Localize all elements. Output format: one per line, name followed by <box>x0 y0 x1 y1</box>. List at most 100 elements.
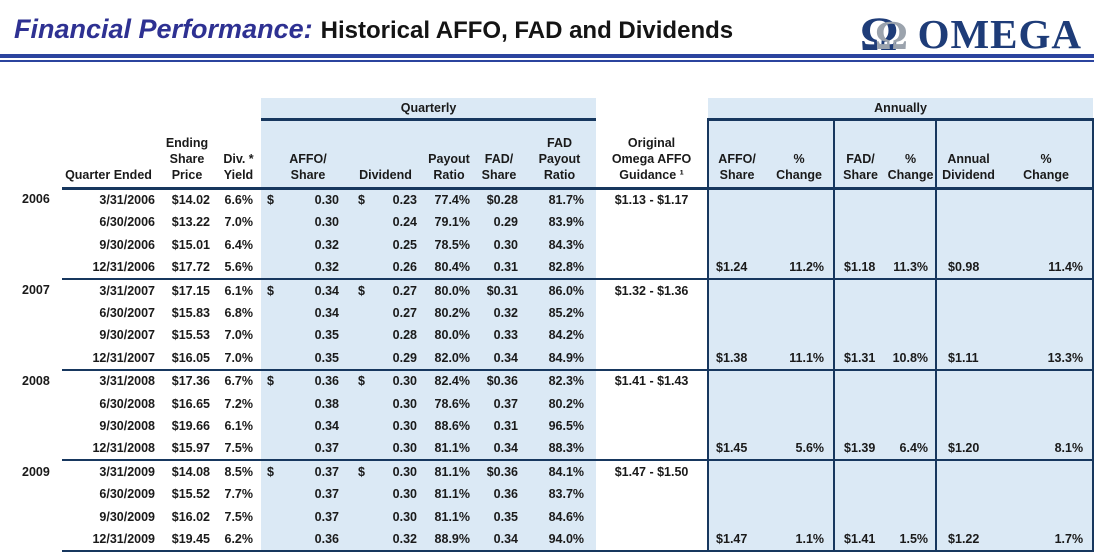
cell-payout-ratio: 80.0% <box>423 278 475 302</box>
cell-affo-share: 0.30 <box>261 210 348 234</box>
col-header-annual-affo-change: % Change <box>765 119 835 190</box>
cell-annual-div-change: 1.7% <box>1000 528 1094 552</box>
group-header-row: Quarterly Annually <box>2 98 1094 121</box>
cell-fad-share: 0.31 <box>475 256 523 280</box>
cell-dividend: 0.29 <box>348 346 423 371</box>
cell-affo-guidance <box>596 301 708 324</box>
cell-annual-dividend <box>935 482 1001 506</box>
col-header-dividend: Dividend <box>348 119 423 190</box>
cell-ending-share-price: $17.15 <box>171 283 210 298</box>
cell-annual-affo-share <box>707 324 766 347</box>
cell-fad-payout-ratio: 86.0% <box>523 278 597 302</box>
cell-div-yield: 6.8% <box>224 305 254 320</box>
cell-affo-guidance <box>596 324 708 347</box>
cell-quarter-ended: 3/31/2006 <box>99 193 155 208</box>
cell-ending-share-price: $17.72 <box>158 256 216 280</box>
cell-annual-dividend <box>935 460 1001 483</box>
cell-annual-fad-change <box>886 278 937 302</box>
cell-annual-div-change <box>1000 233 1094 257</box>
cell-year: 2009 <box>22 464 50 479</box>
cell-annual-div-change: 13.3% <box>1000 346 1094 371</box>
cell-fad-share: 0.37 <box>475 392 523 415</box>
cell-affo-guidance: $1.32 - $1.36 <box>614 283 689 298</box>
col-header-annual-div-change: % Change <box>1000 119 1094 190</box>
cell-year <box>2 415 62 438</box>
cell-year <box>2 506 62 529</box>
cell-payout-ratio: 79.1% <box>423 210 475 234</box>
cell-fad-share: 0.33 <box>475 324 523 347</box>
svg-text:Ω: Ω <box>860 8 898 56</box>
cell-annual-div-change <box>1000 482 1094 506</box>
cell-affo-guidance <box>596 211 708 234</box>
cell-dividend: 0.30 <box>348 437 423 462</box>
table-row: 9/30/2009 $16.02 7.5% 0.37 0.30 81.1% 0.35 84.6… <box>2 505 1094 529</box>
page-title: Financial Performance: Historical AFFO, F… <box>14 8 733 45</box>
cell-fad-payout-ratio: 84.9% <box>523 346 597 371</box>
dollar-sign: $ <box>358 283 365 298</box>
cell-year: 2007 <box>22 283 50 298</box>
table-row: 6/30/2009 $15.52 7.7% 0.37 0.30 81.1% 0.36 83.7… <box>2 482 1094 506</box>
cell-annual-fad-change <box>886 392 937 415</box>
cell-fad-payout-ratio: 84.1% <box>523 460 597 483</box>
cell-div-yield: 7.5% <box>216 437 261 462</box>
cell-dividend: 0.26 <box>348 256 423 280</box>
dollar-sign: $ <box>358 374 365 389</box>
cell-annual-affo-change: 11.2% <box>765 256 835 280</box>
table-row: 12/31/2007 $16.05 7.0% 0.35 0.29 82.0% 0.34 84.… <box>2 346 1094 371</box>
cell-ending-share-price: $16.02 <box>171 509 210 524</box>
cell-fad-share: 0.32 <box>475 301 523 325</box>
cell-annual-affo-change <box>765 369 835 393</box>
cell-ending-share-price: $15.97 <box>158 437 216 462</box>
cell-payout-ratio: 80.2% <box>423 301 475 325</box>
cell-annual-dividend: $1.22 <box>935 528 1001 552</box>
cell-year: 2006 <box>22 192 50 207</box>
table-row: 9/30/2006 $15.01 6.4% 0.32 0.25 78.5% 0.30 84.3… <box>2 233 1094 257</box>
cell-annual-fad-share <box>833 460 887 483</box>
cell-annual-div-change <box>1000 460 1094 483</box>
cell-div-yield: 7.0% <box>224 215 254 230</box>
cell-annual-fad-change <box>886 324 937 347</box>
cell-fad-payout-ratio: 82.3% <box>523 369 597 393</box>
cell-affo-guidance <box>596 392 708 415</box>
cell-annual-dividend <box>935 301 1001 325</box>
cell-div-yield: 7.7% <box>224 487 254 502</box>
cell-year <box>2 324 62 347</box>
cell-dividend: 0.27 <box>348 301 423 325</box>
cell-annual-affo-change <box>765 324 835 347</box>
quarterly-group-header: Quarterly <box>261 98 597 121</box>
cell-affo-share: 0.32 <box>261 233 348 257</box>
cell-annual-fad-share <box>833 414 887 438</box>
col-header-quarter-ended: Quarter Ended <box>62 119 158 190</box>
cell-annual-fad-change <box>886 233 937 257</box>
cell-fad-payout-ratio: 83.9% <box>523 210 597 234</box>
cell-affo-share: $0.36 <box>261 369 348 393</box>
cell-dividend: 0.30 <box>348 392 423 415</box>
cell-annual-affo-change: 11.1% <box>765 346 835 371</box>
cell-annual-fad-change <box>886 210 937 234</box>
table-row: 12/31/2009 $19.45 6.2% 0.36 0.32 88.9% 0.34 94.… <box>2 528 1094 552</box>
cell-fad-payout-ratio: 83.7% <box>523 482 597 506</box>
cell-annual-affo-change: 5.6% <box>765 437 835 462</box>
table-body: 2006 3/31/2006 $14.02 6.6% $0.30 $0.23 77.4% $0… <box>2 188 1094 552</box>
cell-annual-fad-change: 1.5% <box>886 528 937 552</box>
cell-annual-affo-change <box>765 460 835 483</box>
cell-annual-affo-share <box>707 278 766 302</box>
cell-quarter-ended: 3/31/2008 <box>99 374 155 389</box>
cell-annual-div-change <box>1000 505 1094 529</box>
omega-symbol-icon: Ω Ω <box>860 8 914 61</box>
cell-fad-share: 0.36 <box>475 482 523 506</box>
table-row: 2006 3/31/2006 $14.02 6.6% $0.30 $0.23 77.4% $0… <box>2 188 1094 211</box>
cell-annual-affo-share <box>707 505 766 529</box>
cell-annual-dividend <box>935 188 1001 211</box>
cell-annual-fad-share <box>833 301 887 325</box>
spacer-cell <box>2 98 261 119</box>
cell-quarter-ended: 9/30/2009 <box>99 509 155 524</box>
cell-dividend: $0.27 <box>348 278 423 302</box>
spacer-cell <box>596 98 708 119</box>
cell-affo-share: 0.38 <box>261 392 348 415</box>
cell-annual-fad-share <box>833 369 887 393</box>
cell-ending-share-price: $14.08 <box>171 465 210 480</box>
dollar-sign: $ <box>267 465 274 480</box>
cell-fad-share: $0.36 <box>475 460 523 483</box>
cell-year <box>2 392 62 415</box>
